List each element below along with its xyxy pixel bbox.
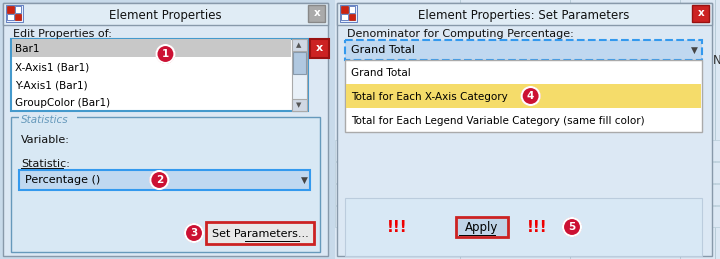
FancyBboxPatch shape bbox=[310, 39, 329, 58]
FancyBboxPatch shape bbox=[292, 39, 307, 51]
FancyBboxPatch shape bbox=[335, 140, 720, 161]
FancyBboxPatch shape bbox=[206, 222, 314, 244]
Text: Set Parameters...: Set Parameters... bbox=[212, 229, 308, 239]
FancyBboxPatch shape bbox=[12, 39, 291, 57]
FancyBboxPatch shape bbox=[19, 116, 77, 125]
Text: x: x bbox=[698, 8, 704, 18]
Text: 2: 2 bbox=[156, 175, 163, 185]
FancyBboxPatch shape bbox=[292, 39, 307, 111]
Text: Apply: Apply bbox=[465, 221, 499, 234]
Text: X-Axis1 (Bar1): X-Axis1 (Bar1) bbox=[15, 62, 89, 72]
FancyBboxPatch shape bbox=[692, 5, 709, 22]
Text: ▼: ▼ bbox=[300, 176, 307, 184]
Text: ▼: ▼ bbox=[297, 102, 302, 108]
Text: y: y bbox=[338, 190, 345, 200]
Text: y: y bbox=[338, 146, 345, 156]
Text: y: y bbox=[338, 168, 345, 178]
Circle shape bbox=[521, 87, 540, 105]
Text: Very Good: Very Good bbox=[344, 189, 405, 202]
FancyBboxPatch shape bbox=[7, 14, 14, 20]
Text: Variable:: Variable: bbox=[21, 135, 70, 145]
FancyBboxPatch shape bbox=[293, 52, 306, 74]
Text: Grand Total: Grand Total bbox=[351, 45, 415, 55]
Text: Statistic:: Statistic: bbox=[21, 159, 70, 169]
FancyBboxPatch shape bbox=[11, 117, 320, 252]
Text: Good: Good bbox=[374, 167, 405, 179]
FancyBboxPatch shape bbox=[349, 6, 355, 13]
Text: Very Good: Very Good bbox=[464, 145, 525, 157]
Text: Good: Good bbox=[494, 167, 525, 179]
FancyBboxPatch shape bbox=[292, 99, 307, 111]
FancyBboxPatch shape bbox=[349, 14, 355, 20]
Text: Denominator for Computing Percentage:: Denominator for Computing Percentage: bbox=[347, 29, 574, 39]
Text: Good: Good bbox=[494, 189, 525, 202]
FancyBboxPatch shape bbox=[3, 3, 328, 25]
FancyBboxPatch shape bbox=[341, 14, 348, 20]
Text: Statistics: Statistics bbox=[21, 115, 68, 125]
Text: GroupColor (Bar1): GroupColor (Bar1) bbox=[15, 98, 110, 108]
Text: Total for Each Legend Variable Category (same fill color): Total for Each Legend Variable Category … bbox=[351, 116, 644, 126]
FancyBboxPatch shape bbox=[6, 5, 23, 22]
FancyBboxPatch shape bbox=[3, 3, 328, 256]
FancyBboxPatch shape bbox=[19, 170, 310, 190]
Text: !!!: !!! bbox=[387, 220, 408, 235]
FancyBboxPatch shape bbox=[335, 206, 720, 227]
FancyBboxPatch shape bbox=[345, 198, 702, 256]
Text: x: x bbox=[315, 43, 323, 53]
FancyBboxPatch shape bbox=[345, 60, 702, 132]
Text: Edit Properties of:: Edit Properties of: bbox=[13, 29, 112, 39]
FancyBboxPatch shape bbox=[345, 40, 702, 60]
Circle shape bbox=[185, 224, 203, 242]
Circle shape bbox=[563, 218, 581, 236]
FancyBboxPatch shape bbox=[11, 39, 308, 111]
Text: Grand Total: Grand Total bbox=[351, 68, 410, 78]
Text: ▲: ▲ bbox=[297, 42, 302, 48]
Text: 3: 3 bbox=[190, 228, 197, 238]
Text: !!!: !!! bbox=[527, 220, 547, 235]
Text: Bar1: Bar1 bbox=[15, 44, 40, 54]
Text: Y-Axis1 (Bar1): Y-Axis1 (Bar1) bbox=[15, 80, 88, 90]
Text: N: N bbox=[713, 54, 720, 67]
FancyBboxPatch shape bbox=[337, 3, 712, 256]
Text: Total for Each X-Axis Category: Total for Each X-Axis Category bbox=[351, 92, 508, 102]
Text: 5: 5 bbox=[568, 222, 575, 232]
FancyBboxPatch shape bbox=[335, 162, 720, 183]
FancyBboxPatch shape bbox=[15, 6, 21, 13]
Text: Element Properties: Element Properties bbox=[109, 9, 221, 21]
Text: y: y bbox=[338, 212, 345, 222]
Text: 4: 4 bbox=[527, 91, 534, 101]
FancyBboxPatch shape bbox=[335, 0, 720, 259]
Text: Percentage (): Percentage () bbox=[25, 175, 100, 185]
FancyBboxPatch shape bbox=[335, 184, 720, 205]
FancyBboxPatch shape bbox=[7, 6, 14, 13]
FancyBboxPatch shape bbox=[340, 5, 357, 22]
Text: 1: 1 bbox=[162, 49, 169, 59]
Circle shape bbox=[150, 171, 168, 189]
FancyBboxPatch shape bbox=[456, 217, 508, 237]
FancyBboxPatch shape bbox=[308, 5, 325, 22]
FancyBboxPatch shape bbox=[15, 14, 21, 20]
Text: x: x bbox=[314, 8, 320, 18]
Text: Very Good: Very Good bbox=[344, 145, 405, 157]
FancyBboxPatch shape bbox=[341, 6, 348, 13]
Text: Element Properties: Set Parameters: Element Properties: Set Parameters bbox=[418, 9, 630, 21]
Circle shape bbox=[156, 45, 174, 63]
FancyBboxPatch shape bbox=[337, 3, 712, 25]
FancyBboxPatch shape bbox=[346, 84, 701, 108]
Text: ▼: ▼ bbox=[690, 46, 698, 54]
